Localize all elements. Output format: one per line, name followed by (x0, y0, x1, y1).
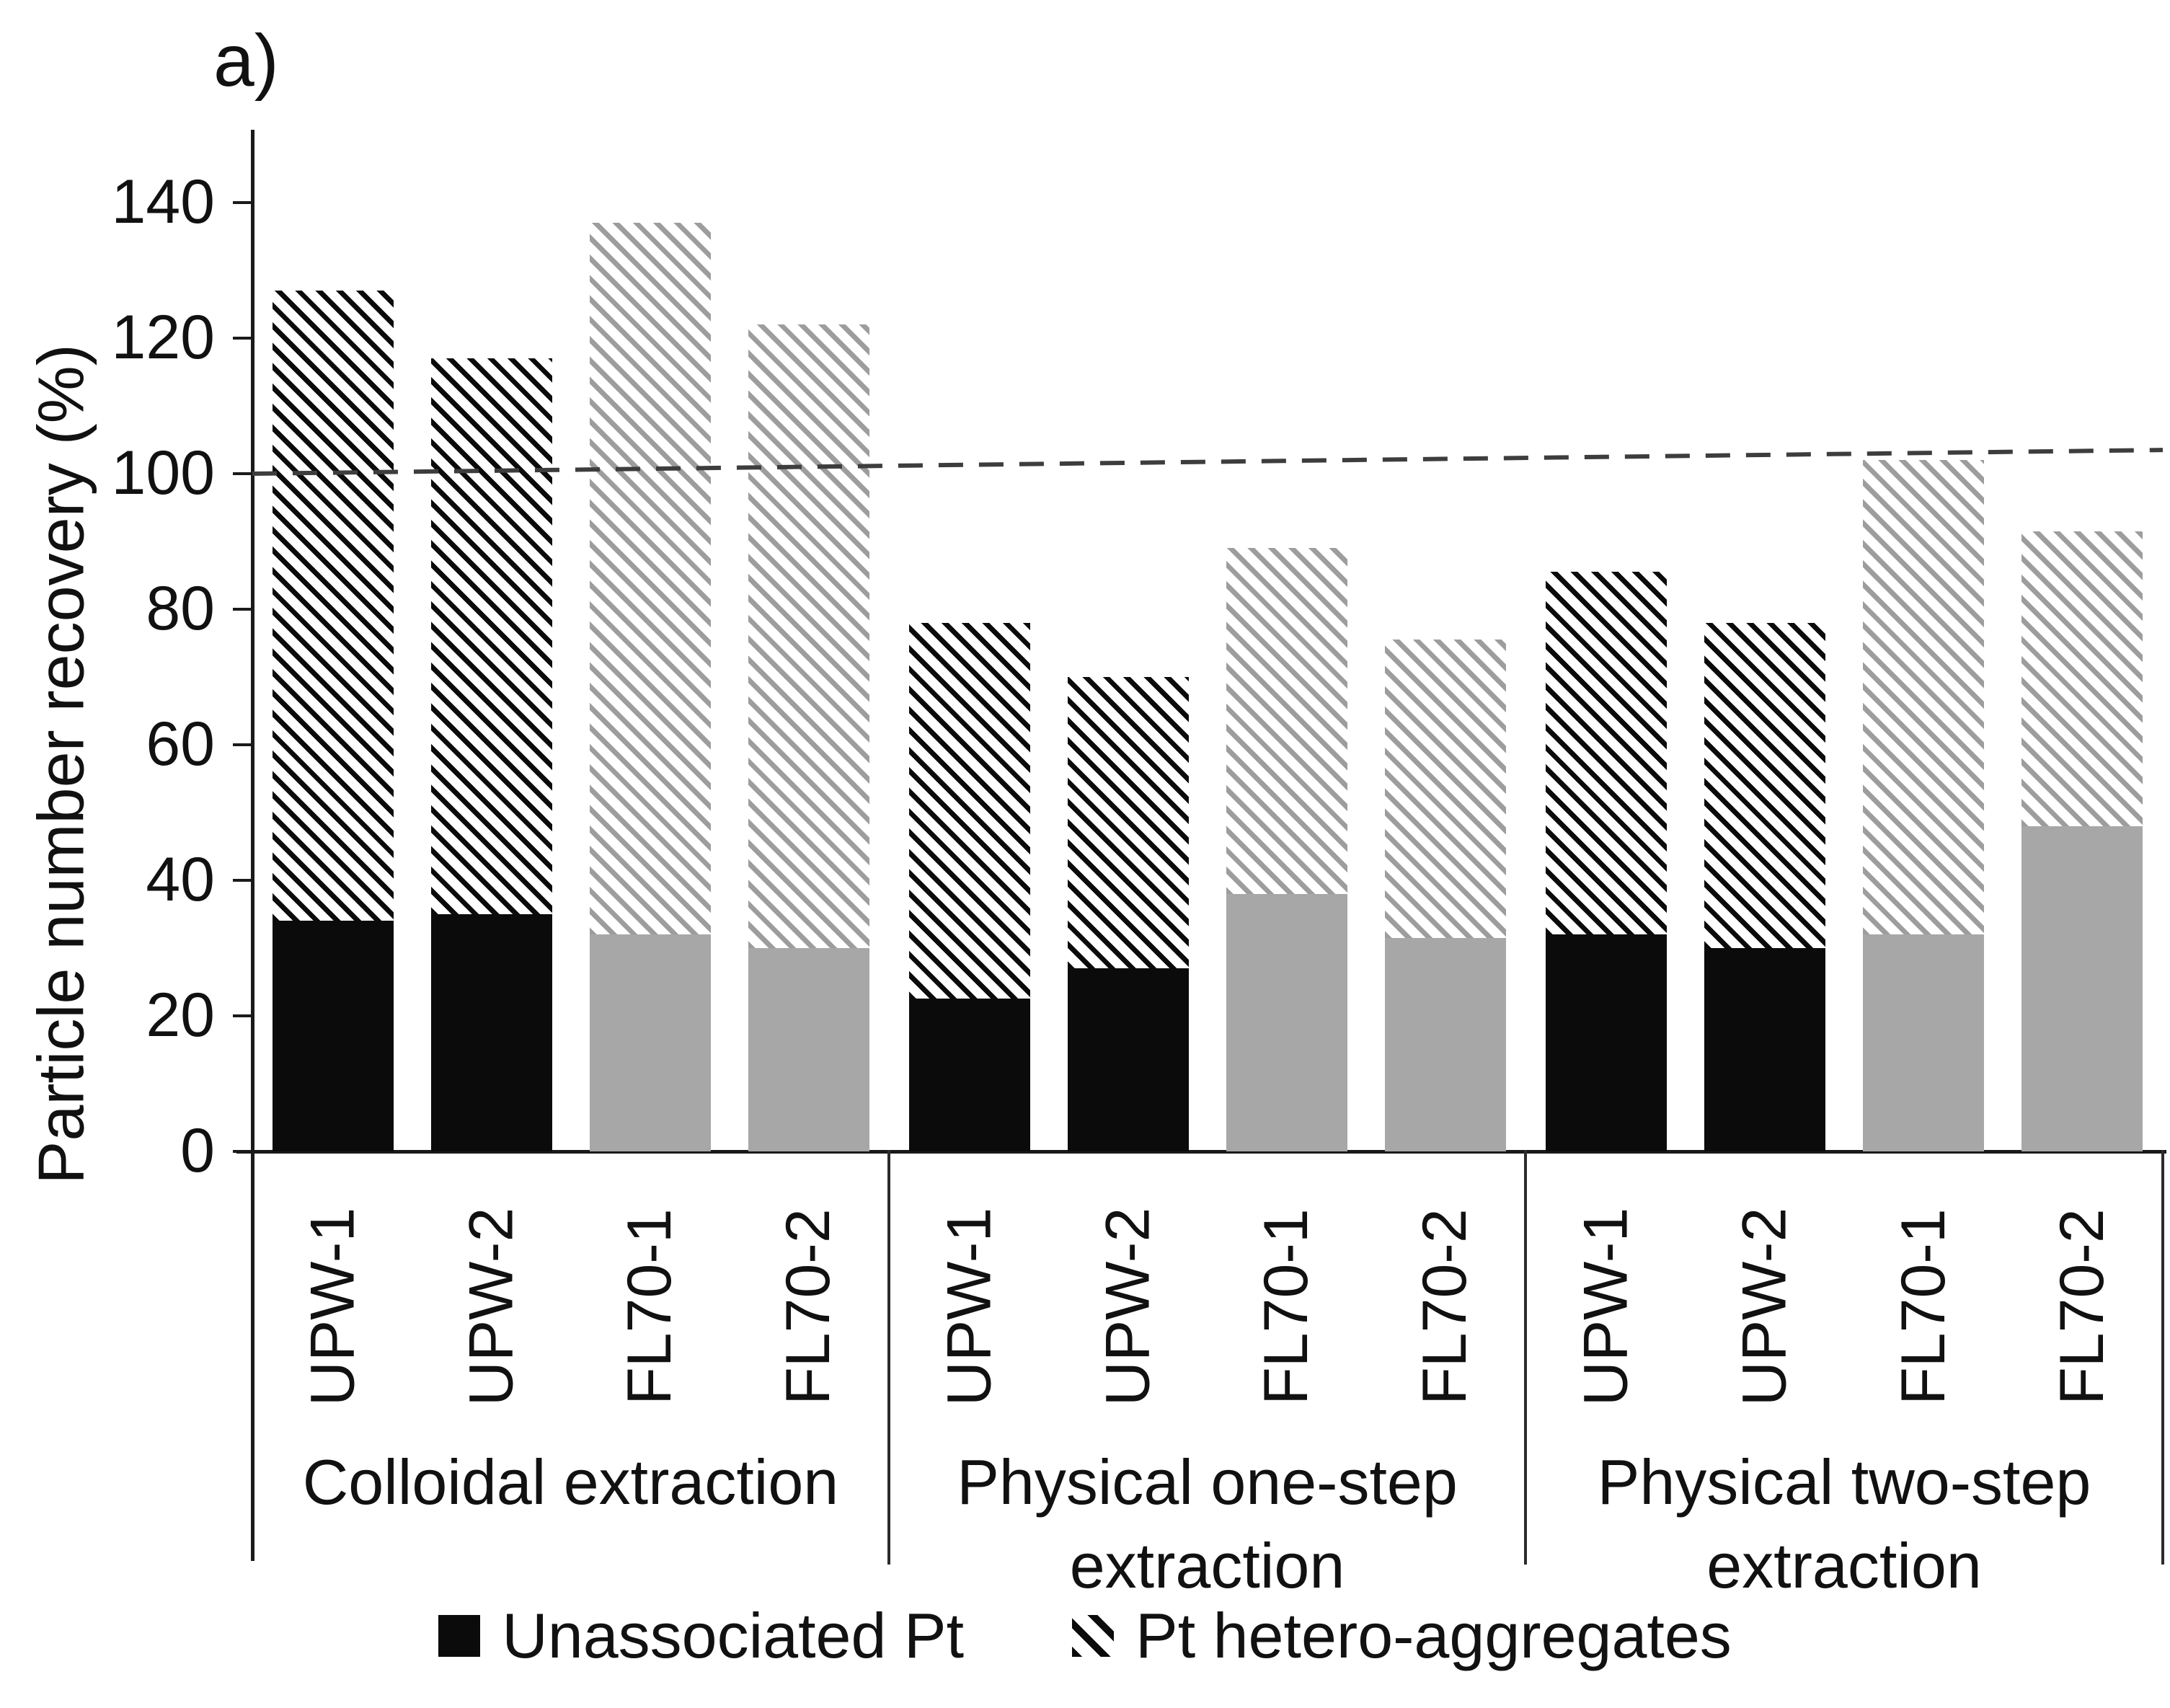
bar-segment-unassociated (748, 947, 869, 1151)
bar-segment-hetero-aggregates (1226, 548, 1347, 894)
legend-item-unassociated: Unassociated Pt (438, 1599, 964, 1673)
y-tick-label: 140 (111, 167, 216, 236)
bar-segment-unassociated (908, 999, 1030, 1151)
group-separator (2161, 1150, 2164, 1565)
bar-segment-hetero-aggregates (1704, 622, 1825, 948)
bar-segment-unassociated (1226, 893, 1347, 1151)
bar-fl70-2 (748, 324, 869, 1151)
bar-segment-hetero-aggregates (430, 358, 552, 914)
x-tick-label-fl70-2: FL70-2 (2047, 1208, 2117, 1405)
figure-label: a) (213, 19, 279, 102)
legend-swatch-hatch-icon (1072, 1615, 1115, 1657)
y-tick-label: 60 (146, 709, 215, 779)
bar-segment-unassociated (430, 913, 552, 1151)
y-tick-label: 100 (111, 438, 216, 508)
y-tick-mark (233, 337, 252, 340)
x-tick-label-upw-1: UPW-1 (1571, 1207, 1641, 1406)
bar-upw-2 (430, 358, 552, 1151)
bar-upw-2 (1067, 677, 1189, 1151)
y-tick-label: 0 (180, 1116, 215, 1185)
y-tick-mark (233, 201, 252, 204)
y-tick-label: 120 (111, 303, 216, 372)
legend: Unassociated Pt Pt hetero-aggregates (0, 1599, 2170, 1673)
bar-segment-hetero-aggregates (272, 291, 394, 921)
legend-label: Unassociated Pt (502, 1600, 965, 1671)
bar-fl70-1 (589, 223, 711, 1151)
x-tick-label-fl70-2: FL70-2 (774, 1208, 843, 1405)
x-tick-label-fl70-1: FL70-1 (1888, 1208, 1958, 1405)
bar-segment-hetero-aggregates (1546, 572, 1667, 935)
y-tick-mark (233, 879, 252, 882)
bar-upw-1 (272, 291, 394, 1151)
bar-fl70-2 (1384, 640, 1506, 1151)
group-separator (887, 1150, 890, 1565)
x-tick-label-upw-2: UPW-2 (1730, 1207, 1799, 1406)
legend-item-hetero-aggregates: Pt hetero-aggregates (1072, 1599, 1732, 1673)
bar-segment-hetero-aggregates (1863, 460, 1984, 935)
bar-segment-hetero-aggregates (1067, 677, 1189, 969)
y-tick-mark (233, 743, 252, 746)
bar-segment-unassociated (1863, 934, 1984, 1151)
x-tick-label-upw-1: UPW-1 (298, 1207, 367, 1406)
x-tick-label-upw-2: UPW-2 (456, 1207, 526, 1406)
bar-fl70-1 (1863, 460, 1984, 1151)
bar-segment-unassociated (1067, 968, 1189, 1151)
group-label: Physical one-step extraction (957, 1446, 1458, 1601)
bar-upw-2 (1704, 622, 1825, 1151)
x-tick-label-fl70-1: FL70-1 (615, 1208, 684, 1405)
y-tick-mark (233, 472, 252, 475)
bar-segment-unassociated (1546, 934, 1667, 1151)
x-tick-label-upw-2: UPW-2 (1093, 1207, 1162, 1406)
bar-segment-hetero-aggregates (1384, 640, 1506, 938)
y-tick-mark (233, 608, 252, 611)
x-tick-label-fl70-1: FL70-1 (1252, 1208, 1321, 1405)
bar-segment-hetero-aggregates (748, 324, 869, 948)
bar-segment-unassociated (1384, 937, 1506, 1151)
bar-segment-hetero-aggregates (908, 622, 1030, 999)
y-tick-label: 80 (146, 574, 215, 643)
bar-segment-hetero-aggregates (2021, 531, 2143, 826)
legend-label: Pt hetero-aggregates (1135, 1600, 1732, 1671)
bar-segment-hetero-aggregates (589, 223, 711, 935)
x-tick-label-upw-1: UPW-1 (934, 1207, 1004, 1406)
group-label: Colloidal extraction (302, 1446, 839, 1518)
x-tick-label-fl70-2: FL70-2 (1410, 1208, 1479, 1405)
group-label: Physical two-step extraction (1597, 1446, 2091, 1601)
bar-segment-unassociated (589, 934, 711, 1151)
bar-upw-1 (908, 622, 1030, 1151)
x-axis-line (236, 1150, 2166, 1154)
y-tick-label: 40 (146, 845, 215, 914)
y-axis-line (251, 130, 254, 1561)
bar-fl70-2 (2021, 531, 2143, 1151)
legend-swatch-solid-black-icon (438, 1615, 481, 1657)
bar-segment-unassociated (1704, 947, 1825, 1151)
bar-segment-unassociated (272, 921, 394, 1151)
y-tick-mark (233, 1014, 252, 1017)
y-tick-mark (233, 1150, 252, 1153)
bar-upw-1 (1546, 572, 1667, 1151)
group-separator (1524, 1150, 1527, 1565)
bar-fl70-1 (1226, 548, 1347, 1151)
bar-segment-unassociated (2021, 826, 2143, 1151)
y-tick-label: 20 (146, 981, 215, 1050)
